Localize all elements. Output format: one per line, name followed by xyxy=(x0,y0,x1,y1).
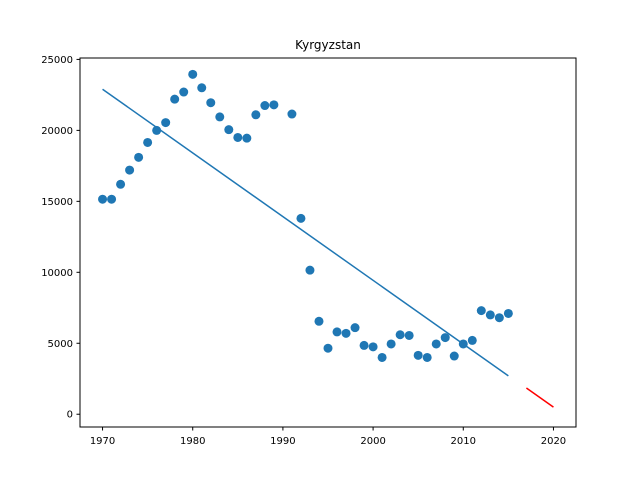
data-point xyxy=(476,306,486,316)
y-tick-label: 5000 xyxy=(48,339,73,350)
data-point xyxy=(116,179,126,189)
data-point xyxy=(341,328,351,338)
chart-title: Kyrgyzstan xyxy=(295,38,361,52)
y-tick-label: 20000 xyxy=(41,126,73,137)
data-point xyxy=(287,109,297,119)
data-point xyxy=(494,313,504,323)
trend-line xyxy=(102,88,509,377)
x-tick-label: 1980 xyxy=(180,436,205,447)
data-point xyxy=(323,343,333,353)
y-tick-label: 15000 xyxy=(41,197,73,208)
data-point xyxy=(368,342,378,352)
data-point xyxy=(350,323,360,333)
y-tick-label: 25000 xyxy=(41,55,73,66)
data-point xyxy=(107,194,117,204)
data-point xyxy=(467,335,477,345)
x-axis: 1970 1980 1990 2000 2010 2020 xyxy=(90,427,566,447)
data-point xyxy=(260,101,270,111)
plot-frame xyxy=(79,57,577,428)
data-point xyxy=(449,351,459,361)
data-point xyxy=(215,112,225,122)
data-point xyxy=(386,339,396,349)
data-point xyxy=(359,340,369,350)
x-tick-label: 2010 xyxy=(451,436,476,447)
data-point xyxy=(404,330,414,340)
data-point xyxy=(413,350,423,360)
x-tick-label: 1970 xyxy=(90,436,115,447)
x-tick-label: 2020 xyxy=(541,436,566,447)
data-point xyxy=(170,94,180,104)
data-point xyxy=(377,352,387,362)
y-tick-label: 0 xyxy=(67,410,73,421)
data-point xyxy=(197,83,207,93)
data-point xyxy=(269,100,279,110)
data-point xyxy=(503,308,513,318)
y-axis: 0 5000 10000 15000 20000 25000 xyxy=(41,55,80,421)
data-point xyxy=(233,132,243,142)
data-point xyxy=(206,98,216,108)
data-point xyxy=(422,352,432,362)
plot-area xyxy=(98,69,554,408)
data-point xyxy=(485,310,495,320)
data-point xyxy=(440,333,450,343)
data-point xyxy=(242,133,252,143)
data-point xyxy=(431,339,441,349)
data-point xyxy=(161,118,171,128)
x-tick-label: 2000 xyxy=(360,436,385,447)
data-point xyxy=(98,194,108,204)
x-tick-label: 1990 xyxy=(270,436,295,447)
data-point xyxy=(188,69,198,79)
data-point xyxy=(143,137,153,147)
data-point xyxy=(125,165,135,175)
data-point xyxy=(305,265,315,275)
data-point xyxy=(314,316,324,326)
data-point xyxy=(395,330,405,340)
data-point xyxy=(332,327,342,337)
forecast-line xyxy=(525,387,554,408)
data-point xyxy=(251,110,261,120)
data-point xyxy=(179,87,189,97)
data-point xyxy=(296,213,306,223)
y-tick-label: 10000 xyxy=(41,268,73,279)
data-point xyxy=(224,125,234,135)
data-point xyxy=(134,152,144,162)
